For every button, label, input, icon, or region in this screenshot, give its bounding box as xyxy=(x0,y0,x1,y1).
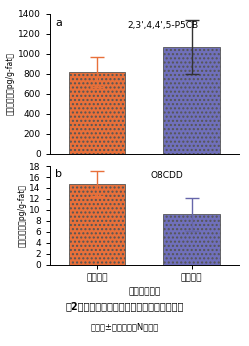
Text: 2,3',4,4',5-P5CB: 2,3',4,4',5-P5CB xyxy=(128,21,199,30)
Text: b: b xyxy=(56,169,62,179)
Y-axis label: 脓肪重量比（pg/g-fat）: 脓肪重量比（pg/g-fat） xyxy=(6,52,15,116)
Text: a: a xyxy=(56,18,62,28)
Bar xyxy=(69,184,125,265)
Bar xyxy=(163,214,220,265)
Y-axis label: 脓肪重量比（pg/g-fat）: 脓肪重量比（pg/g-fat） xyxy=(17,184,26,247)
Text: （平均±標準誤差；N＝３）: （平均±標準誤差；N＝３） xyxy=(90,322,159,331)
Bar xyxy=(163,47,220,154)
Bar xyxy=(69,72,125,154)
Text: O8CDD: O8CDD xyxy=(151,171,184,180)
X-axis label: 試料採取時期: 試料採取時期 xyxy=(128,287,161,296)
Text: 図2．子牛血液中ダイオキシン類濃度の推移: 図2．子牛血液中ダイオキシン類濃度の推移 xyxy=(65,301,184,311)
